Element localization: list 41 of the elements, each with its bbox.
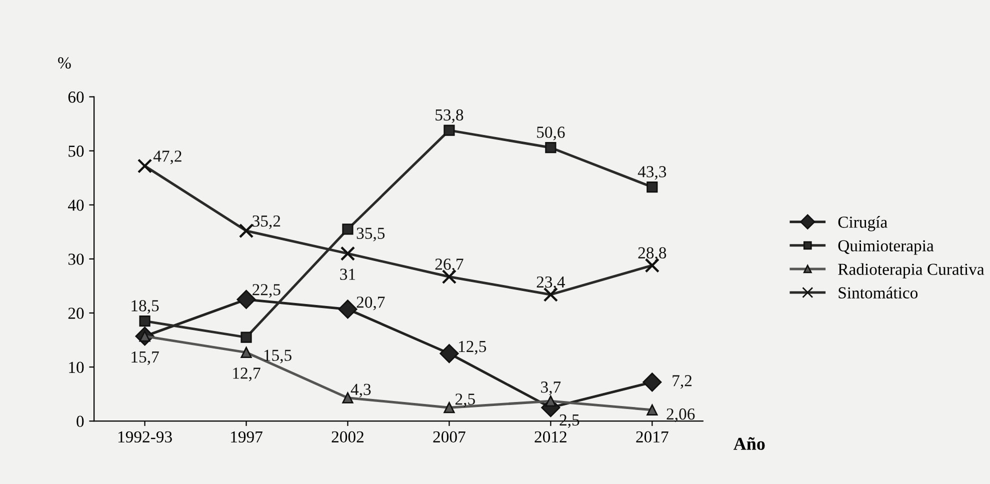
y-tick-label: 0 xyxy=(76,416,84,428)
x-tick-label: 2012 xyxy=(534,431,566,443)
data-label: 47,2 xyxy=(153,150,182,164)
x-tick-label: 2007 xyxy=(433,431,466,443)
legend-label: Cirugía xyxy=(838,216,888,232)
x-tick-label: 1992-93 xyxy=(118,431,172,443)
y-tick-label: 20 xyxy=(68,308,84,319)
x-tick-label: 2017 xyxy=(636,431,668,443)
y-tick-label: 60 xyxy=(68,92,84,103)
legend-label: Radioterapia Curativa xyxy=(838,263,984,278)
data-label: 3,7 xyxy=(541,382,561,396)
data-label: 4,3 xyxy=(350,384,371,398)
x-tick-label: 1997 xyxy=(231,431,262,443)
legend-label: Quimioterapia xyxy=(838,240,934,255)
data-label: 20,7 xyxy=(356,296,385,310)
y-tick-label: 10 xyxy=(69,362,84,373)
data-label: 23,4 xyxy=(536,276,566,290)
data-label: 22,5 xyxy=(252,284,280,298)
data-label: 26,7 xyxy=(435,258,464,272)
data-label: 7,2 xyxy=(672,375,692,389)
y-tick-label: 30 xyxy=(68,254,84,265)
data-label: 12,5 xyxy=(459,340,486,355)
data-label: 2,06 xyxy=(666,408,695,422)
data-label: 2,5 xyxy=(456,394,475,408)
data-label: 53,8 xyxy=(436,109,464,123)
y-axis-title: % xyxy=(58,57,71,69)
data-label: 35,5 xyxy=(356,228,385,242)
data-label: 43,3 xyxy=(638,166,666,180)
data-label: 18,5 xyxy=(132,300,159,314)
y-tick-label: 40 xyxy=(68,200,84,211)
data-label: 15,7 xyxy=(132,351,159,366)
data-label: 35,2 xyxy=(252,215,280,230)
data-label: 28,8 xyxy=(638,247,666,261)
data-label: 12,7 xyxy=(233,368,260,382)
data-label: 15,5 xyxy=(264,350,292,364)
x-axis-title: Año xyxy=(734,437,765,450)
data-label: 31 xyxy=(340,268,356,280)
legend-label: Sintomático xyxy=(838,286,918,299)
x-tick-label: 2002 xyxy=(332,431,364,443)
y-tick-label: 50 xyxy=(68,146,84,157)
data-label: 50,6 xyxy=(537,126,565,140)
